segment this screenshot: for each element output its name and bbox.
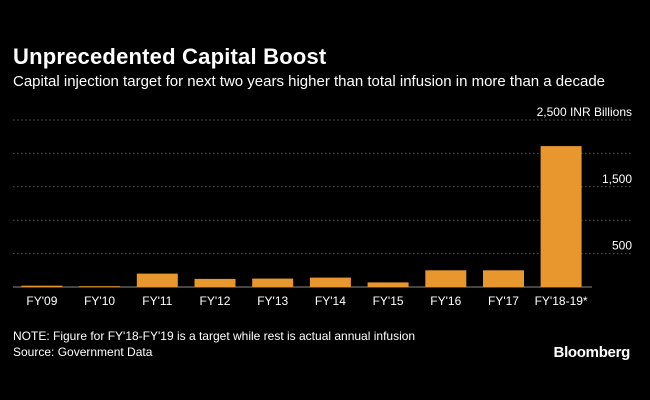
bloomberg-logo: Bloomberg — [553, 344, 631, 361]
bar-FY'16 — [425, 270, 467, 287]
y-tick-label: 2,500 INR Billions — [537, 105, 632, 119]
bar-FY'14 — [309, 277, 351, 287]
bar-FY'09 — [21, 285, 63, 287]
bar-FY'15 — [367, 282, 409, 287]
y-tick-label: 500 — [612, 239, 632, 253]
x-tick-label: FY'18-19* — [535, 294, 588, 308]
footnote: NOTE: Figure for FY'18-FY'19 is a target… — [13, 329, 416, 343]
x-tick-label: FY'15 — [373, 294, 404, 308]
bar-FY'17 — [483, 270, 524, 287]
x-tick-label: FY'16 — [430, 294, 461, 308]
x-tick-label: FY'17 — [488, 294, 519, 308]
x-tick-label: FY'11 — [142, 294, 172, 308]
x-tick-label: FY'14 — [315, 294, 346, 308]
x-tick-label: FY'13 — [257, 294, 288, 308]
chart-title: Unprecedented Capital Boost — [13, 44, 327, 69]
source-note: Source: Government Data — [13, 345, 153, 359]
bar-FY'13 — [252, 278, 294, 287]
gridlines — [13, 119, 632, 288]
x-tick-label: FY'12 — [200, 294, 231, 308]
x-tick-label: FY'09 — [26, 294, 57, 308]
bar-FY'18-19* — [540, 146, 582, 287]
x-axis-labels: FY'09 FY'10 FY'11 FY'12 FY'13 FY'14 FY'15 FY'16… — [26, 294, 588, 308]
chart-subtitle: Capital injection target for next two ye… — [13, 73, 606, 90]
bar-FY'10 — [79, 286, 121, 287]
y-axis-labels: 500 1,500 2,500 INR Billions — [537, 105, 633, 253]
bars — [21, 146, 582, 287]
y-tick-label: 1,500 — [602, 172, 632, 186]
bar-FY'11 — [136, 273, 178, 287]
x-tick-label: FY'10 — [84, 294, 115, 308]
bar-FY'12 — [194, 278, 236, 287]
